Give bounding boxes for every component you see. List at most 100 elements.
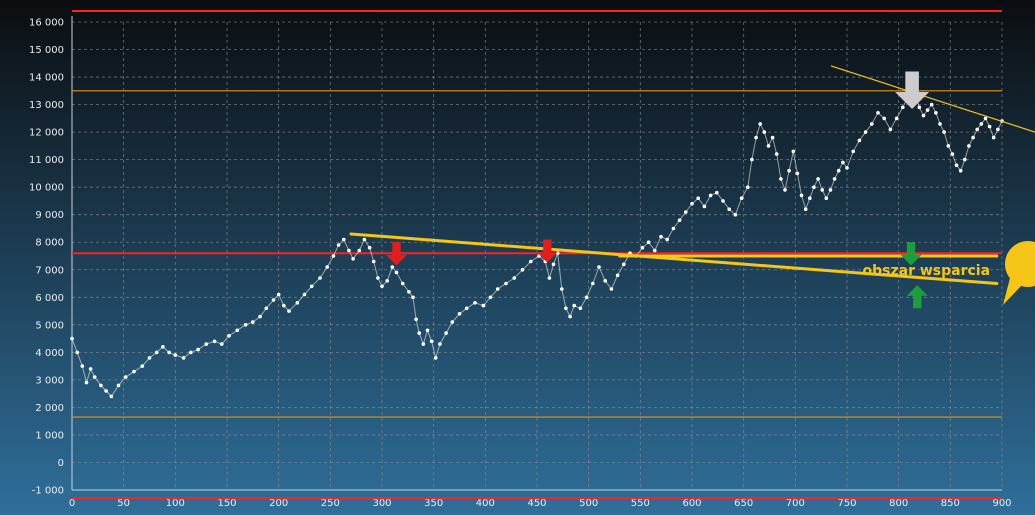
price-point: [309, 284, 314, 289]
y-tick-label: 14 000: [29, 73, 64, 84]
price-point: [495, 287, 500, 291]
price-point: [929, 102, 934, 107]
x-tick-label: 800: [889, 498, 908, 509]
annotations: obszar wsparcia: [863, 263, 991, 279]
price-point: [791, 149, 796, 154]
x-tick-label: 200: [269, 498, 288, 509]
price-point: [421, 342, 426, 346]
price-point: [963, 157, 967, 162]
price-point: [739, 196, 744, 200]
price-point: [109, 394, 114, 399]
price-point: [845, 166, 849, 170]
x-tick-label: 650: [734, 498, 753, 509]
price-point: [671, 226, 676, 231]
trend-line: [830, 65, 1035, 133]
price-point: [161, 345, 165, 349]
price-point: [551, 262, 556, 267]
x-tick-label: 250: [321, 498, 340, 509]
price-point: [282, 303, 286, 308]
x-tick-label: 0: [69, 498, 75, 509]
price-point: [971, 135, 975, 140]
price-point: [512, 276, 517, 280]
price-point: [584, 295, 589, 300]
reference-lines: [72, 9, 1002, 500]
callout-bubble-icon: [1005, 241, 1035, 287]
y-tick-label: -1 000: [32, 486, 64, 497]
price-point: [938, 122, 942, 126]
price-point: [746, 185, 750, 189]
grid: [71, 21, 1003, 491]
price-point: [147, 356, 152, 360]
price-point: [258, 314, 262, 319]
y-tick-label: 7 000: [35, 265, 64, 276]
price-point: [411, 295, 415, 300]
price-point: [820, 188, 824, 192]
price-point: [774, 152, 779, 156]
price-point: [84, 380, 89, 385]
price-point: [568, 314, 572, 319]
y-tick-label: 3 000: [35, 375, 64, 386]
y-tick-label: 6 000: [35, 293, 64, 304]
price-point: [653, 248, 657, 253]
price-point: [336, 243, 341, 247]
price-point: [181, 356, 186, 360]
price-point: [762, 130, 767, 134]
price-point: [851, 149, 855, 154]
price-point: [376, 276, 380, 280]
price-point: [371, 259, 376, 264]
price-point: [287, 309, 291, 313]
price-point: [276, 292, 281, 297]
price-point: [696, 196, 700, 200]
price-point: [140, 364, 145, 368]
price-point: [88, 367, 93, 371]
price-point: [934, 111, 938, 115]
price-point: [715, 190, 719, 195]
price-point: [684, 210, 688, 214]
x-tick-label: 750: [837, 498, 856, 509]
price-point: [347, 248, 351, 253]
price-point: [795, 171, 800, 176]
price-point: [727, 207, 731, 211]
price-point: [758, 122, 762, 126]
price-point: [921, 113, 926, 118]
y-tick-label: 9 000: [35, 210, 64, 221]
price-point: [464, 306, 469, 311]
price-point: [836, 168, 841, 173]
price-point: [132, 369, 136, 374]
price-point: [520, 268, 525, 272]
x-tick-label: 700: [786, 498, 805, 509]
price-point: [362, 237, 367, 242]
price-point: [677, 218, 682, 222]
price-point: [991, 135, 996, 140]
arrow-up-icon: [906, 285, 928, 309]
price-point: [342, 237, 346, 242]
price-point: [212, 339, 217, 344]
x-tick-label: 150: [217, 498, 236, 509]
price-point: [841, 160, 845, 165]
price-point: [357, 248, 362, 253]
y-tick-label: 5 000: [35, 320, 64, 331]
price-point: [504, 281, 508, 286]
price-point: [954, 163, 959, 167]
price-point: [770, 135, 775, 140]
price-point: [438, 342, 442, 346]
price-point: [863, 130, 868, 134]
price-point: [70, 336, 74, 341]
arrow-down-icon: [895, 71, 930, 109]
price-point: [318, 276, 322, 280]
y-tick-label: 0: [58, 458, 64, 469]
price-point: [104, 389, 108, 393]
price-point: [560, 287, 564, 291]
price-point: [857, 138, 862, 143]
price-point: [123, 375, 128, 379]
price-point: [882, 116, 886, 121]
price-point: [750, 157, 754, 162]
x-tick-label: 350: [424, 498, 443, 509]
price-point: [799, 193, 804, 198]
price-point: [243, 323, 248, 327]
price-point: [876, 111, 880, 115]
price-point: [235, 328, 240, 333]
price-point: [154, 350, 159, 355]
y-tick-label: 4 000: [35, 348, 64, 359]
price-point: [572, 303, 576, 308]
